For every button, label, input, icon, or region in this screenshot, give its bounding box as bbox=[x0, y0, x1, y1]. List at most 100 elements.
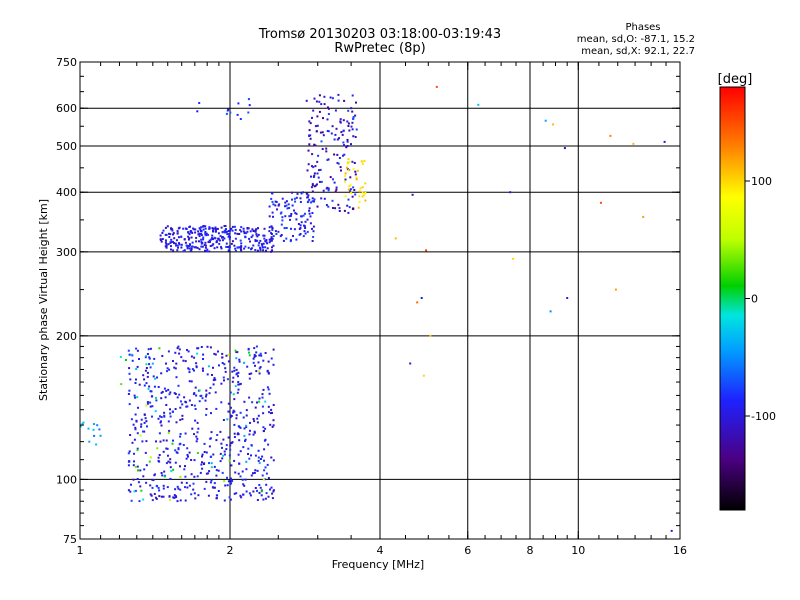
data-point bbox=[311, 240, 314, 242]
data-point bbox=[289, 214, 292, 217]
data-point bbox=[189, 230, 192, 232]
data-point bbox=[252, 433, 255, 436]
data-point bbox=[235, 414, 238, 417]
data-point bbox=[178, 243, 181, 246]
data-point bbox=[311, 190, 314, 193]
data-point bbox=[174, 393, 177, 395]
data-point bbox=[253, 347, 256, 350]
data-point bbox=[241, 478, 244, 481]
data-point bbox=[197, 427, 200, 430]
data-point bbox=[158, 460, 161, 463]
data-point bbox=[215, 494, 218, 497]
data-point bbox=[420, 297, 423, 299]
data-point bbox=[282, 239, 285, 242]
data-point bbox=[216, 227, 219, 230]
data-point bbox=[233, 459, 236, 462]
data-point bbox=[233, 423, 236, 426]
data-point bbox=[180, 481, 183, 484]
data-point bbox=[214, 230, 217, 233]
data-point bbox=[361, 162, 364, 165]
data-point bbox=[98, 428, 101, 431]
data-point bbox=[263, 469, 266, 472]
data-point bbox=[129, 378, 132, 381]
data-point bbox=[262, 246, 264, 249]
data-point bbox=[347, 211, 350, 214]
data-point bbox=[175, 239, 178, 242]
data-point bbox=[212, 238, 215, 241]
data-point bbox=[128, 389, 131, 392]
data-point bbox=[188, 247, 191, 250]
data-point bbox=[265, 472, 268, 475]
data-point bbox=[201, 461, 203, 464]
data-point bbox=[309, 215, 312, 218]
data-point bbox=[219, 235, 222, 237]
data-point bbox=[291, 191, 293, 194]
data-point bbox=[359, 187, 362, 190]
data-point bbox=[299, 197, 302, 200]
data-point bbox=[160, 397, 163, 400]
data-point bbox=[153, 385, 156, 388]
data-point bbox=[193, 492, 196, 495]
data-point bbox=[155, 440, 157, 443]
data-point bbox=[191, 368, 194, 371]
data-point bbox=[215, 474, 218, 477]
data-point bbox=[231, 479, 234, 482]
data-point bbox=[267, 443, 270, 446]
x-tick-label: 10 bbox=[571, 544, 585, 557]
data-point bbox=[213, 247, 216, 250]
data-point bbox=[270, 225, 273, 228]
data-point bbox=[188, 399, 191, 402]
data-point bbox=[170, 238, 173, 241]
data-point bbox=[339, 121, 342, 124]
data-point bbox=[234, 247, 237, 250]
data-point bbox=[165, 362, 167, 365]
data-point bbox=[256, 499, 259, 501]
data-point bbox=[229, 391, 232, 394]
data-point bbox=[172, 240, 174, 243]
data-point bbox=[164, 233, 167, 236]
data-point bbox=[354, 170, 357, 173]
data-point bbox=[238, 462, 241, 465]
data-point bbox=[229, 236, 231, 239]
data-point bbox=[337, 99, 340, 102]
data-point bbox=[231, 370, 234, 373]
data-point bbox=[296, 192, 299, 195]
data-point bbox=[182, 444, 185, 446]
data-point bbox=[319, 168, 322, 171]
data-point bbox=[255, 351, 258, 354]
data-point bbox=[279, 235, 282, 238]
y-tick-label: 400 bbox=[56, 186, 77, 199]
data-point bbox=[130, 353, 133, 356]
data-point bbox=[312, 166, 315, 169]
data-point bbox=[196, 437, 199, 440]
data-point bbox=[225, 228, 227, 230]
data-point bbox=[230, 464, 233, 467]
data-point bbox=[347, 125, 350, 127]
colorbar-tick-label: -100 bbox=[751, 410, 776, 423]
data-point bbox=[208, 226, 211, 229]
data-point bbox=[210, 412, 212, 415]
data-point bbox=[163, 411, 166, 414]
data-point bbox=[95, 443, 98, 446]
data-point bbox=[127, 452, 130, 455]
data-point bbox=[287, 203, 290, 206]
data-point bbox=[243, 400, 246, 403]
data-point bbox=[275, 233, 278, 235]
data-point bbox=[313, 172, 316, 175]
data-point bbox=[245, 409, 248, 412]
data-point bbox=[167, 454, 169, 457]
data-point bbox=[272, 348, 275, 351]
data-point bbox=[317, 154, 320, 157]
data-point bbox=[311, 182, 314, 185]
data-point bbox=[285, 227, 288, 229]
data-point bbox=[256, 235, 259, 238]
data-point bbox=[229, 111, 232, 114]
data-point bbox=[304, 227, 307, 229]
data-point bbox=[200, 463, 203, 466]
data-point bbox=[158, 347, 161, 350]
data-point bbox=[169, 391, 172, 394]
data-point bbox=[271, 425, 274, 428]
grid-lines bbox=[80, 62, 680, 539]
data-point bbox=[271, 246, 273, 249]
data-point bbox=[177, 246, 179, 249]
